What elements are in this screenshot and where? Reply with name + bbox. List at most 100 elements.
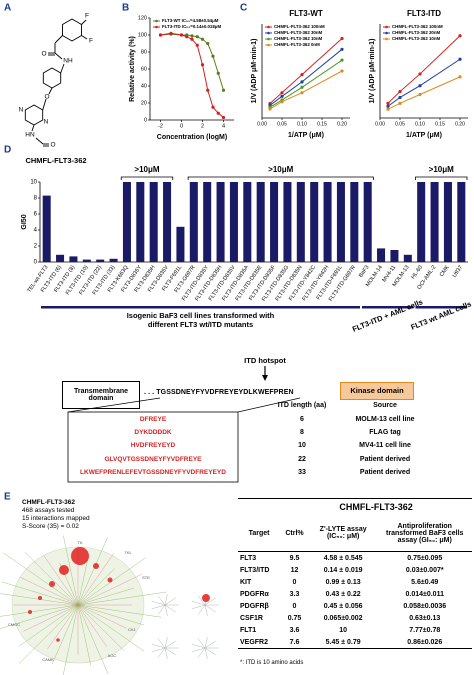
tree-branch: [0, 593, 79, 606]
itd-box: [67, 411, 239, 483]
table-cell: 0: [292, 578, 297, 586]
bar: [270, 182, 279, 262]
legend-marker: [385, 37, 388, 41]
mini-branch: [164, 594, 168, 606]
table-cell: 7.77±0.78: [409, 626, 441, 634]
legend-label: FLT3-WT IC₅₀=4.58±0.54μM: [162, 18, 219, 23]
header-cell: Target: [248, 529, 270, 537]
legend-marker: [385, 31, 388, 35]
itd-sequence: LKWEFPRENLEFEVTGSSDNEYFYVDFREYEYD: [80, 468, 226, 476]
interaction-dot: [107, 577, 113, 583]
panel-label: C: [240, 3, 247, 14]
footnote: *: ITD is 10 amino acids: [240, 660, 304, 666]
table-cell: 0.058±0.0036: [403, 602, 447, 610]
annotation: >10μM: [134, 165, 159, 174]
bar: [283, 182, 292, 262]
tree-branch: [18, 604, 79, 647]
legend-label: CHMFL-FLT3-362 0nM: [274, 42, 320, 47]
data-point: [386, 107, 390, 111]
data-point: [200, 63, 205, 67]
table-cell: 0.45 ± 0.056: [323, 602, 363, 610]
kinase-group-label: AGC: [108, 653, 117, 658]
mini-branch: [191, 604, 206, 609]
mini-branch: [204, 647, 216, 656]
bar: [229, 182, 238, 262]
group-label: Isogenic BaF3 cell lines transformed wit…: [127, 311, 275, 320]
bar: [256, 182, 265, 262]
mini-branch: [164, 597, 176, 606]
interaction-dot: [38, 596, 42, 600]
x-tick-label: 0.10: [297, 121, 307, 127]
itd-source: Patient derived: [359, 468, 411, 476]
itd-header: Source: [373, 402, 397, 409]
mini-branch: [157, 595, 166, 606]
atom-label: N: [19, 107, 24, 114]
data-point: [195, 43, 199, 47]
data-point: [190, 34, 194, 38]
mini-branch: [157, 638, 166, 649]
interaction-dot: [71, 547, 89, 565]
table-cell: 9.5: [289, 554, 300, 562]
bar: [390, 250, 399, 262]
table-row: PDGFRα 3.3 0.43 ± 0.22 0.014±0.011: [238, 588, 472, 600]
bar: [243, 182, 252, 262]
table-cell: 3.3: [289, 590, 300, 598]
tree-branch: [77, 559, 88, 606]
header-cell: Antiproliferation transformed BaF3 cells…: [386, 522, 464, 544]
series-line: [269, 38, 343, 104]
bar: [336, 182, 345, 262]
kinase-group-label: TKL: [124, 550, 132, 555]
mini-branch: [157, 647, 166, 658]
x-tick-label: 2: [201, 123, 204, 129]
data-point: [300, 73, 304, 77]
mini-branch: [164, 637, 168, 649]
table-row: FLT1 3.6 10 7.77±0.78: [238, 624, 472, 636]
data-point: [340, 58, 344, 62]
panel-label: B: [122, 3, 129, 14]
compound-name: CHMFL-FLT3-362: [25, 156, 86, 165]
bar: [109, 258, 118, 262]
atom-label: F: [89, 38, 93, 45]
tree-branch: [47, 604, 79, 650]
data-point: [418, 72, 422, 76]
data-point: [418, 92, 422, 97]
mini-branch: [164, 647, 176, 656]
data-point: [458, 34, 462, 38]
table-cell: 0.03±0.007*: [405, 566, 444, 574]
series-line: [269, 59, 343, 108]
itd-hotspot: ITD hotspot: [244, 356, 286, 365]
table-cell: 0.75: [287, 614, 302, 622]
bar: [377, 248, 386, 262]
kinase-group-label: CAMK: [42, 657, 54, 662]
legend-label: CHMFL-FLT3-362 100nM: [274, 24, 325, 29]
legend-marker: [267, 31, 270, 35]
legend-marker: [267, 37, 270, 41]
data-point: [221, 115, 226, 120]
tree-branch: [77, 568, 116, 606]
y-tick-label: 0: [34, 260, 38, 266]
legend-label: CHMFL-FLT3-362 30nM: [392, 30, 441, 35]
interaction-dot: [202, 594, 210, 602]
interaction-dot: [56, 638, 60, 642]
kinome-summary: CHMFL-FLT3-362 468 assays tested 15 intera…: [22, 499, 90, 531]
table-cell: FLT3: [240, 554, 257, 562]
mini-branch: [204, 637, 208, 649]
tree-branch: [77, 604, 125, 652]
bar: [149, 182, 158, 262]
itd-source: FLAG tag: [369, 429, 401, 437]
mini-branch: [191, 601, 206, 606]
bar: [430, 182, 439, 262]
table-cell: 0.43 ± 0.22: [325, 590, 361, 598]
x-tick-label: 0.15: [435, 121, 445, 127]
table-cell: 3.6: [289, 626, 300, 634]
data-point: [300, 91, 304, 95]
mini-branch: [197, 604, 206, 615]
sequence: . . . TGSSDNEYFYVDFREYEYDLKWEFPREN: [144, 389, 294, 396]
y-tick-label: 2: [34, 244, 38, 250]
bar: [82, 259, 91, 262]
y-axis-label: GI50: [21, 214, 28, 229]
itd-sequence: DFREYE: [139, 416, 167, 423]
itd-header: ITD length (aa): [277, 402, 327, 409]
legend-marker: [385, 25, 388, 29]
